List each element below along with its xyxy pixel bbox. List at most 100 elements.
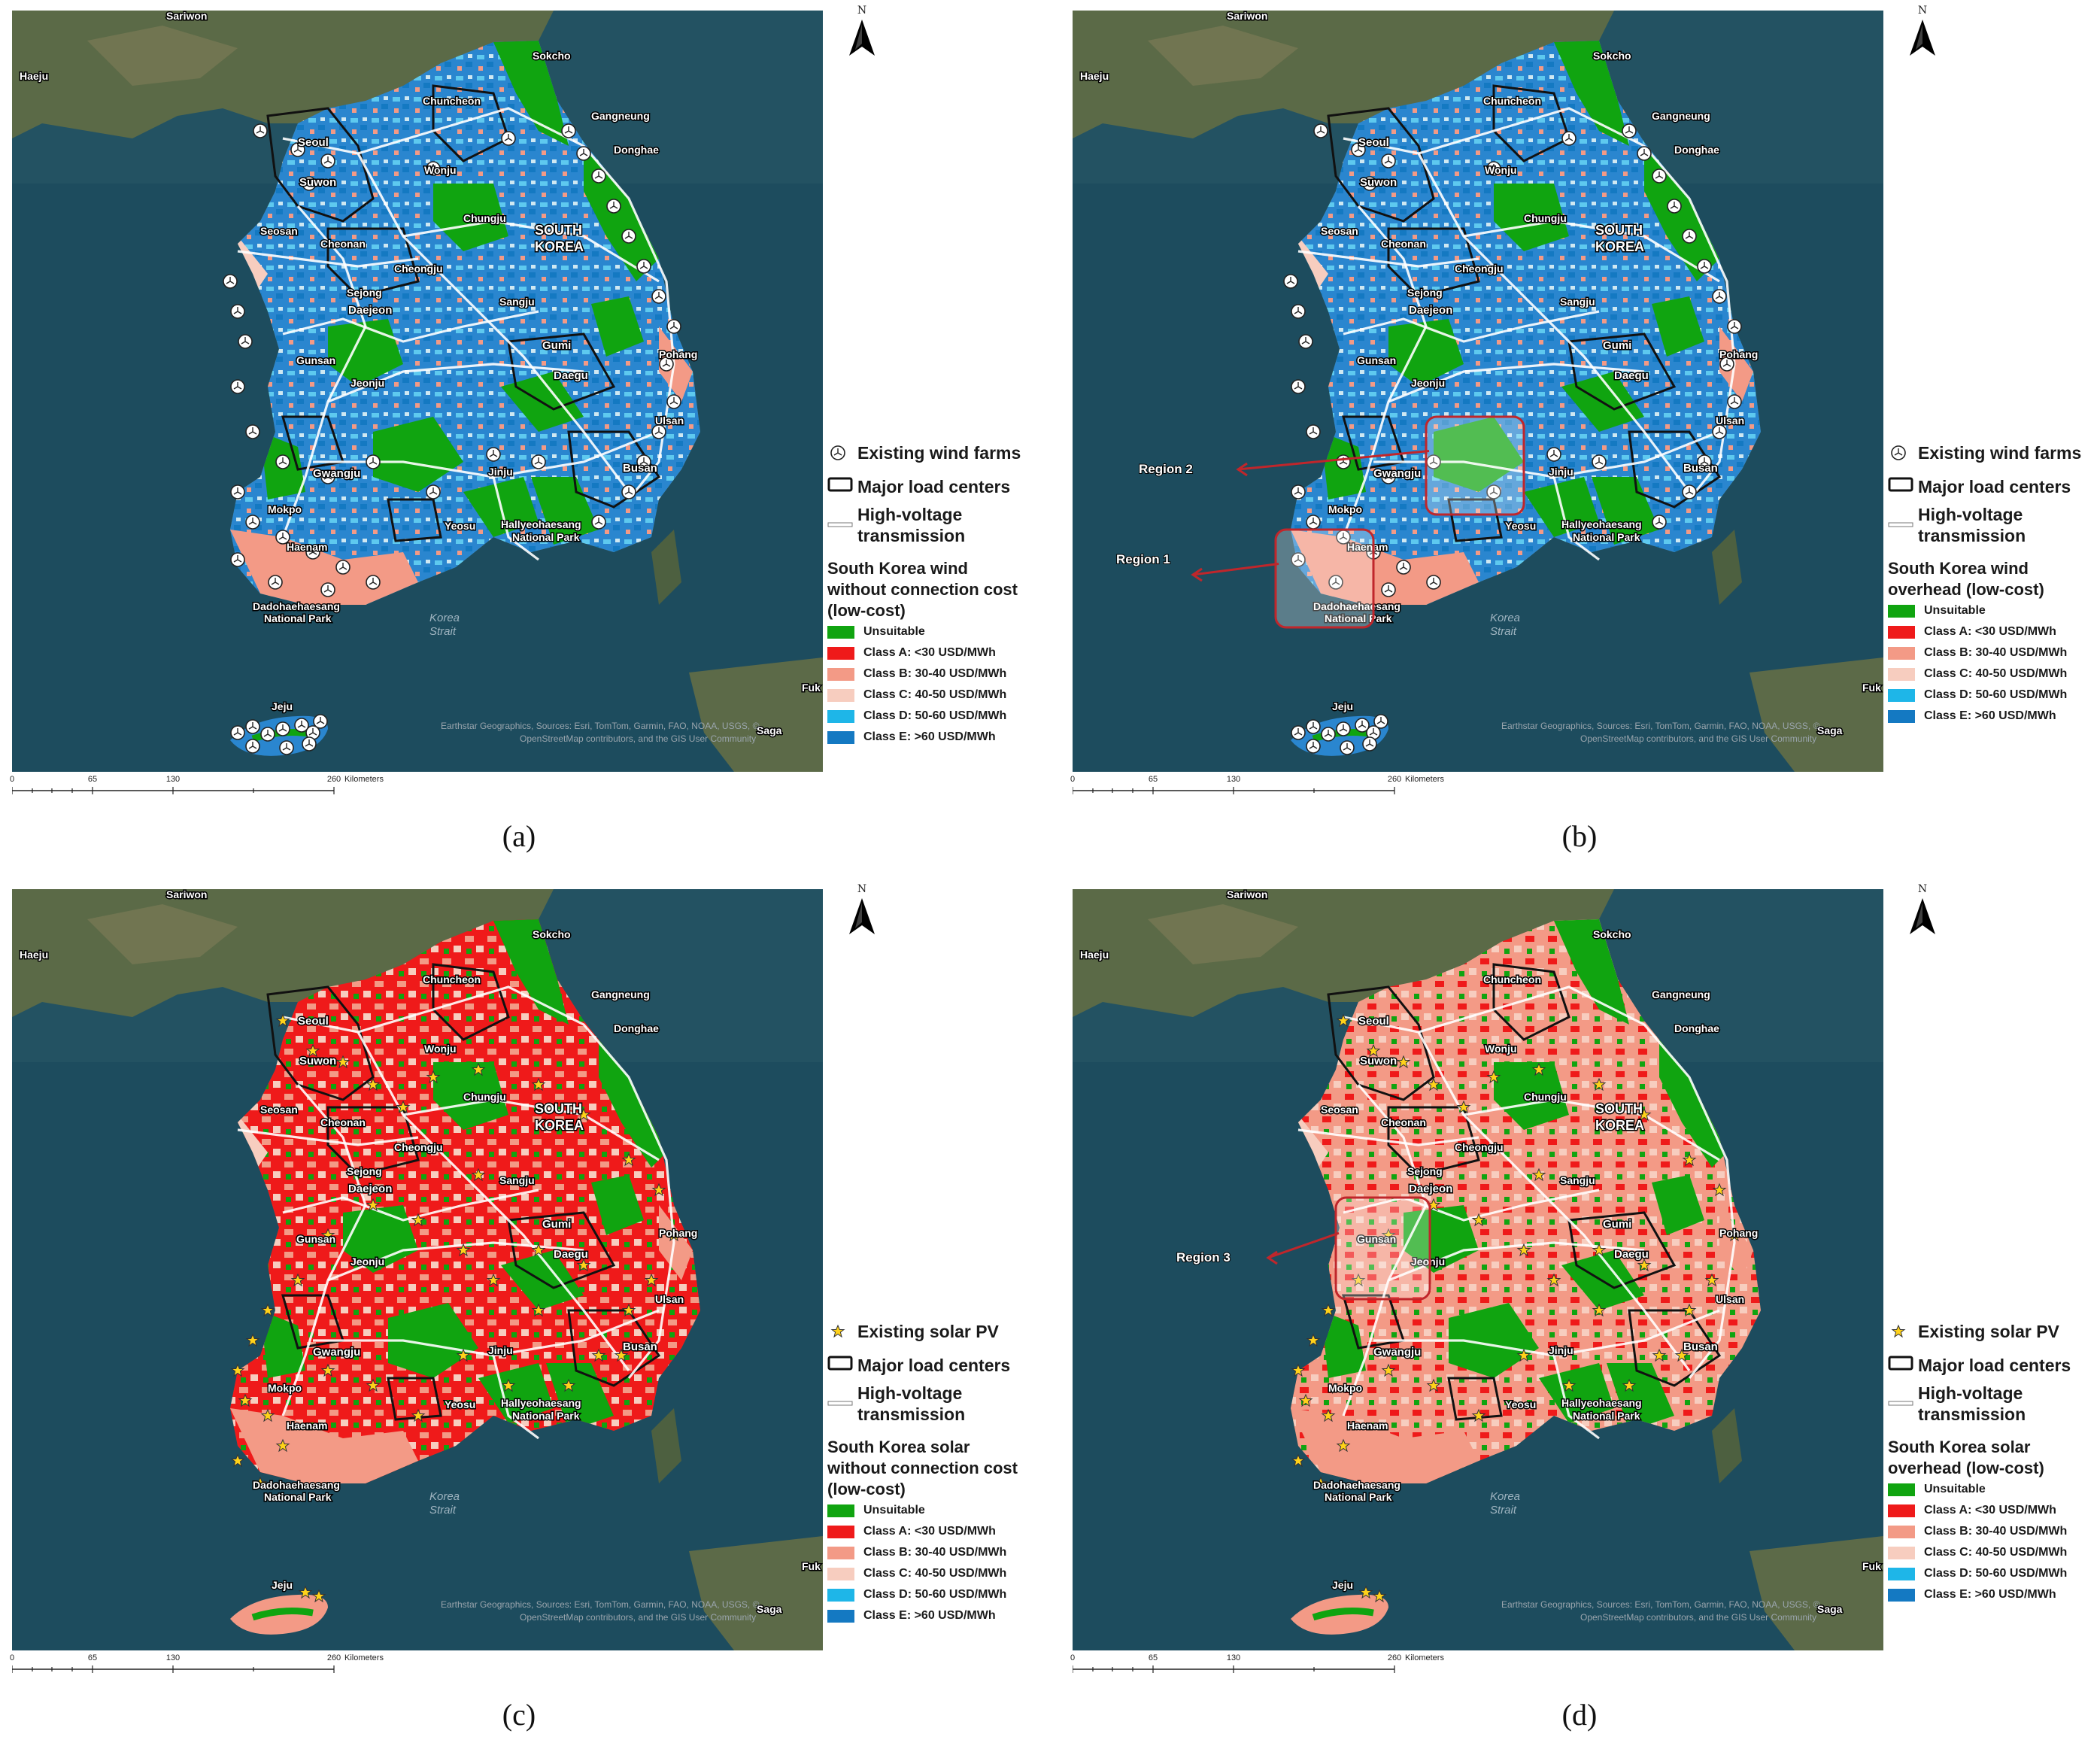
wind-farm-marker[interactable] (1336, 721, 1351, 736)
wind-farm-marker[interactable] (1381, 582, 1396, 597)
wind-farm-marker[interactable] (1291, 484, 1306, 499)
wind-farm-marker[interactable] (501, 131, 516, 146)
label-sangju: Sangju (1560, 1174, 1595, 1186)
map-frame[interactable]: Sariwon Haeju Sokcho Chuncheon Gangneung… (12, 889, 823, 1650)
wind-farm-marker[interactable] (651, 289, 666, 304)
wind-farm-marker[interactable] (1373, 714, 1388, 729)
wind-farm-marker[interactable] (275, 454, 290, 469)
wind-farm-marker[interactable] (651, 424, 666, 439)
wind-farm-marker[interactable] (1340, 740, 1355, 755)
wind-farm-marker[interactable] (1682, 229, 1697, 244)
wind-farm-marker[interactable] (1546, 447, 1561, 462)
legend-title: South Korea solar without connection cost… (827, 1437, 1045, 1500)
wind-farm-marker[interactable] (1291, 304, 1306, 319)
transmission-line (282, 985, 675, 1379)
wind-farm-marker[interactable] (302, 736, 317, 751)
wind-farm-marker[interactable] (253, 123, 268, 138)
label-daejeon: Daejeon (348, 304, 392, 317)
wind-farm-marker[interactable] (1298, 334, 1313, 349)
map-canvas[interactable]: Sariwon Haeju Sokcho Chuncheon Gangneung… (12, 889, 823, 1650)
wind-farm-marker[interactable] (1291, 379, 1306, 394)
wind-farm-marker[interactable] (1306, 739, 1321, 754)
map-frame[interactable]: Sariwon Haeju Sokcho Chuncheon Gangneung… (1073, 889, 1883, 1650)
wind-farm-marker[interactable] (591, 515, 606, 530)
swatch-class-e (1888, 1588, 1915, 1602)
wind-farm-marker[interactable] (1652, 169, 1667, 184)
wind-farm-marker[interactable] (426, 484, 441, 499)
wind-farm-marker[interactable] (230, 725, 245, 740)
wind-farm-marker[interactable] (591, 169, 606, 184)
wind-farm-marker[interactable] (313, 714, 328, 729)
wind-farm-marker[interactable] (636, 259, 651, 274)
wind-farm-marker[interactable] (621, 484, 636, 499)
wind-farm-marker[interactable] (1712, 424, 1727, 439)
label-korea-strait-1: Korea (1490, 612, 1520, 624)
wind-farm-marker[interactable] (279, 740, 294, 755)
wind-farm-marker[interactable] (1682, 484, 1697, 499)
wind-farm-marker[interactable] (335, 560, 351, 575)
wind-farm-marker[interactable] (1313, 123, 1328, 138)
label-gunsan: Gunsan (296, 354, 335, 366)
wind-farm-marker[interactable] (576, 146, 591, 161)
wind-farm-marker[interactable] (320, 582, 335, 597)
map-canvas[interactable]: Sariwon Haeju Sokcho Chuncheon Gangneung… (1073, 11, 1883, 772)
scale-unit: Kilometers (1405, 775, 1444, 784)
wind-farm-marker[interactable] (1426, 575, 1441, 590)
wind-farm-marker[interactable] (366, 454, 381, 469)
wind-farm-marker[interactable] (1561, 131, 1577, 146)
wind-farm-marker[interactable] (245, 424, 260, 439)
wind-farm-marker[interactable] (531, 454, 546, 469)
wind-farm-marker[interactable] (260, 727, 275, 742)
wind-farm-marker[interactable] (1697, 259, 1712, 274)
wind-farm-marker[interactable] (1727, 319, 1742, 334)
wind-farm-marker[interactable] (320, 153, 335, 169)
map-canvas[interactable]: Sariwon Haeju Sokcho Chuncheon Gangneung… (12, 11, 823, 772)
wind-farm-marker[interactable] (268, 575, 283, 590)
wind-farm-marker[interactable] (606, 199, 621, 214)
wind-farm-marker[interactable] (1321, 727, 1336, 742)
wind-farm-marker[interactable] (245, 739, 260, 754)
wind-farm-marker[interactable] (1712, 289, 1727, 304)
wind-farm-marker[interactable] (1727, 394, 1742, 409)
transmission-line (237, 250, 419, 268)
wind-farm-marker[interactable] (230, 484, 245, 499)
region-highlight-box[interactable] (1334, 1196, 1431, 1301)
wind-farm-marker[interactable] (621, 229, 636, 244)
wind-farm-marker[interactable] (1306, 424, 1321, 439)
label-hallyeo-1: Hallyeohaesang (1561, 1397, 1642, 1409)
region-highlight-box[interactable] (1425, 415, 1525, 516)
wind-farm-marker[interactable] (223, 274, 238, 289)
wind-farm-marker[interactable] (666, 394, 681, 409)
wind-farm-marker[interactable] (666, 319, 681, 334)
wind-farm-marker[interactable] (1291, 725, 1306, 740)
wind-farm-marker[interactable] (1306, 515, 1321, 530)
wind-farm-marker[interactable] (230, 552, 245, 567)
wind-farm-marker[interactable] (1652, 515, 1667, 530)
wind-farm-marker[interactable] (230, 379, 245, 394)
map-frame[interactable]: Sariwon Haeju Sokcho Chuncheon Gangneung… (1073, 11, 1883, 772)
wind-farm-marker[interactable] (245, 719, 260, 734)
map-frame[interactable]: Sariwon Haeju Sokcho Chuncheon Gangneung… (12, 11, 823, 772)
wind-farm-marker[interactable] (1637, 146, 1652, 161)
swatch-class-b (1888, 1525, 1915, 1538)
wind-farm-marker[interactable] (1592, 454, 1607, 469)
wind-farm-marker[interactable] (366, 575, 381, 590)
wind-farm-marker[interactable] (1336, 454, 1351, 469)
wind-farm-marker[interactable] (275, 721, 290, 736)
wind-farm-marker[interactable] (1667, 199, 1682, 214)
label-korea: KOREA (1595, 1118, 1644, 1133)
wind-farm-marker[interactable] (561, 123, 576, 138)
wind-farm-marker[interactable] (1622, 123, 1637, 138)
wind-farm-marker[interactable] (1396, 560, 1411, 575)
region-highlight-box[interactable] (1274, 528, 1375, 629)
wind-farm-marker[interactable] (1283, 274, 1298, 289)
wind-farm-marker[interactable] (486, 447, 501, 462)
wind-farm-marker[interactable] (238, 334, 253, 349)
wind-farm-marker[interactable] (245, 515, 260, 530)
wind-farm-marker[interactable] (1381, 153, 1396, 169)
label-korea-strait-1: Korea (429, 612, 460, 624)
wind-farm-marker[interactable] (230, 304, 245, 319)
wind-farm-marker[interactable] (1362, 736, 1377, 751)
wind-farm-marker[interactable] (1306, 719, 1321, 734)
map-canvas[interactable]: Sariwon Haeju Sokcho Chuncheon Gangneung… (1073, 889, 1883, 1650)
